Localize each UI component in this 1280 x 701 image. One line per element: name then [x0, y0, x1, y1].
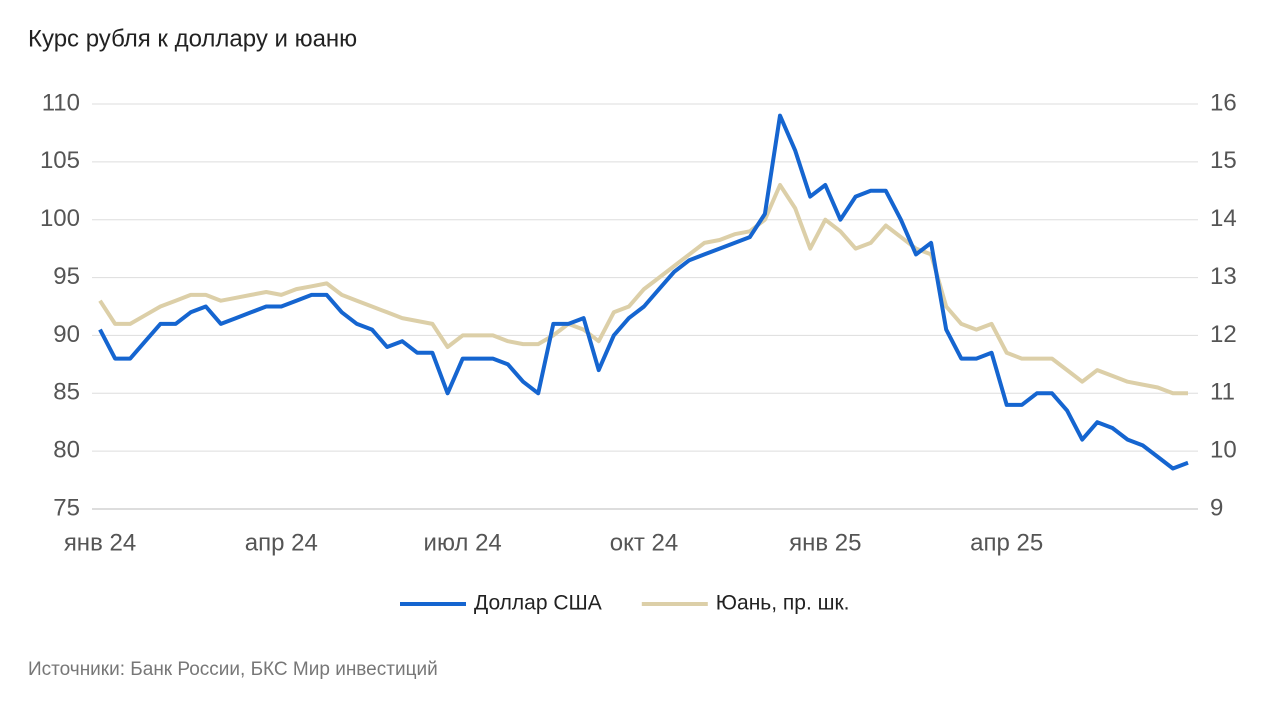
x-tick-label: апр 24 [245, 529, 318, 556]
y2-tick-label: 11 [1210, 379, 1235, 406]
y-tick-label: 90 [53, 321, 80, 348]
x-tick-label: янв 24 [64, 529, 136, 556]
y2-tick-label: 15 [1210, 147, 1237, 174]
y-tick-label: 95 [53, 263, 80, 290]
y-tick-label: 100 [40, 205, 80, 232]
y2-tick-label: 16 [1210, 89, 1237, 116]
y2-tick-label: 9 [1210, 494, 1223, 521]
x-tick-label: окт 24 [610, 529, 678, 556]
x-tick-label: янв 25 [789, 529, 861, 556]
x-tick-label: июл 24 [424, 529, 502, 556]
y-tick-label: 85 [53, 379, 80, 406]
legend-label: Юань, пр. шк. [716, 592, 850, 615]
x-tick-label: апр 25 [970, 529, 1043, 556]
y2-tick-label: 12 [1210, 321, 1237, 348]
y2-tick-label: 14 [1210, 205, 1237, 232]
y-tick-label: 110 [42, 89, 80, 116]
y2-tick-label: 10 [1210, 436, 1237, 463]
chart-title: Курс рубля к доллару и юаню [28, 25, 357, 52]
legend-label: Доллар США [474, 592, 602, 615]
y-tick-label: 80 [53, 436, 80, 463]
y2-tick-label: 13 [1210, 263, 1237, 290]
data-line [98, 183, 1188, 396]
y-tick-label: 75 [53, 494, 80, 521]
data-line [98, 113, 1189, 471]
source-note: Источники: Банк России, БКС Мир инвестиц… [28, 659, 438, 680]
y-tick-label: 105 [40, 147, 80, 174]
